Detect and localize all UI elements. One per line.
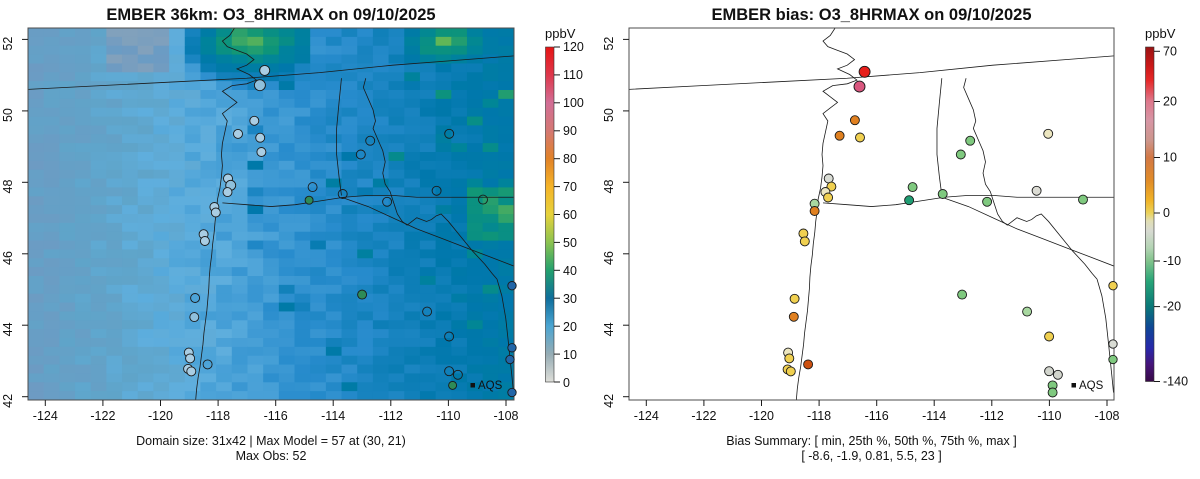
svg-text:-122: -122 [90,409,115,423]
svg-text:-116: -116 [865,409,889,423]
svg-text:70: 70 [1163,44,1177,58]
svg-text:30: 30 [563,292,577,306]
svg-text:80: 80 [563,152,577,166]
svg-text:-118: -118 [807,409,831,423]
svg-text:42: 42 [602,394,616,408]
svg-text:120: 120 [563,40,584,54]
svg-text:-110: -110 [436,409,460,423]
svg-text:-108: -108 [1094,409,1119,423]
svg-text:90: 90 [563,124,577,138]
svg-text:52: 52 [1,37,15,51]
svg-text:AQS: AQS [478,380,503,392]
svg-text:48: 48 [602,180,616,194]
svg-text:ppbV: ppbV [545,26,576,41]
svg-text:50: 50 [602,108,616,122]
svg-text:44: 44 [602,322,616,336]
svg-text:-120: -120 [148,409,173,423]
svg-text:50: 50 [563,236,577,250]
svg-text:-108: -108 [493,409,518,423]
svg-text:44: 44 [1,322,15,336]
svg-text:70: 70 [563,180,577,194]
svg-text:20: 20 [1163,95,1177,109]
svg-text:-120: -120 [749,409,774,423]
svg-text:60: 60 [563,208,577,222]
svg-text:-124: -124 [634,409,659,423]
svg-text:-112: -112 [980,409,1004,423]
svg-text:110: 110 [563,68,583,82]
svg-text:100: 100 [563,96,584,110]
svg-text:-20: -20 [1163,300,1181,314]
svg-text:20: 20 [563,320,577,334]
svg-text:0: 0 [1163,206,1170,220]
svg-text:ppbV: ppbV [1145,26,1176,41]
svg-text:AQS: AQS [1079,380,1104,392]
svg-text:10: 10 [563,348,577,362]
svg-text:50: 50 [1,108,15,122]
svg-text:48: 48 [1,180,15,194]
svg-text:-118: -118 [206,409,230,423]
svg-text:0: 0 [563,376,570,390]
svg-text:10: 10 [1163,151,1177,165]
svg-text:52: 52 [602,37,616,51]
svg-text:-140: -140 [1163,375,1188,389]
svg-text:42: 42 [1,394,15,408]
svg-text:46: 46 [1,251,15,265]
svg-text:-116: -116 [264,409,288,423]
svg-text:40: 40 [563,264,577,278]
svg-text:-110: -110 [1037,409,1061,423]
svg-text:-124: -124 [33,409,58,423]
svg-text:-112: -112 [379,409,403,423]
svg-text:-114: -114 [321,409,345,423]
svg-text:-10: -10 [1163,254,1181,268]
svg-text:46: 46 [602,251,616,265]
svg-text:-114: -114 [922,409,946,423]
svg-text:-122: -122 [691,409,716,423]
